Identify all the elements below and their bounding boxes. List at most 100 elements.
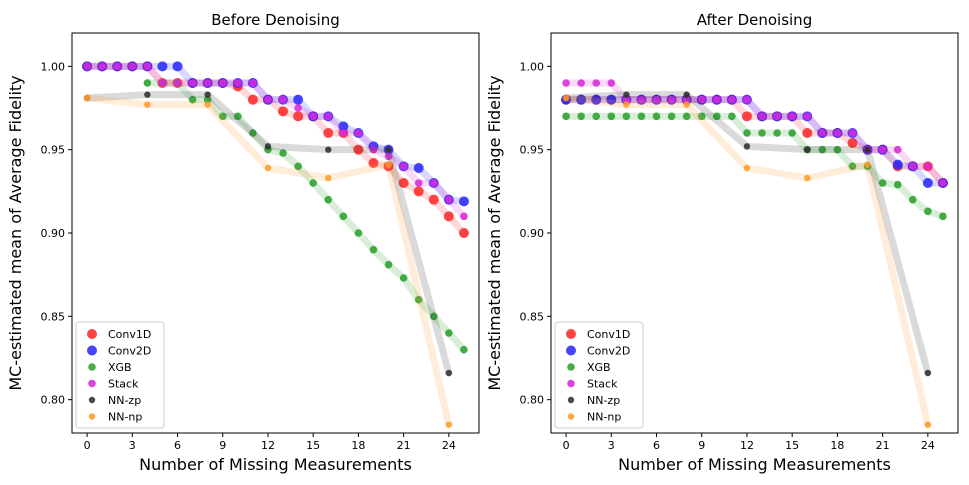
series-stack	[83, 62, 468, 221]
data-point	[667, 112, 676, 121]
legend-marker	[567, 363, 575, 371]
data-point	[607, 79, 616, 87]
x-tick-label: 0	[563, 439, 570, 452]
legend-marker	[87, 329, 97, 339]
data-point	[429, 312, 438, 321]
data-point	[804, 146, 811, 153]
legend-label: Stack	[587, 378, 618, 391]
data-point	[324, 195, 333, 204]
plot-frame	[550, 32, 959, 434]
data-point	[939, 179, 947, 187]
x-tick-label: 6	[653, 439, 660, 452]
data-point	[293, 111, 304, 122]
data-point	[623, 101, 630, 108]
data-point	[203, 95, 212, 104]
legend-label: Conv1D	[587, 328, 630, 341]
data-point	[577, 79, 585, 87]
legend-label: Conv2D	[108, 345, 151, 358]
data-point	[922, 178, 933, 188]
data-point	[83, 62, 91, 71]
data-point	[204, 91, 211, 98]
data-point	[622, 112, 631, 121]
chart-panel-2: After Denoising Number of Missing Measure…	[485, 11, 959, 474]
data-point	[128, 62, 137, 71]
legend-label: NN-np	[587, 411, 621, 424]
chart-panel-1: Before Denoising Number of Missing Measur…	[6, 11, 480, 474]
data-point	[399, 162, 408, 171]
data-point	[743, 129, 751, 137]
legend-marker	[88, 379, 96, 388]
y-tick-label: 0.90	[520, 227, 545, 240]
data-point	[804, 174, 811, 182]
legend-marker	[88, 413, 96, 420]
data-point	[384, 152, 393, 161]
y-tick-label: 0.90	[41, 227, 66, 240]
data-point	[788, 129, 796, 137]
data-point	[294, 104, 302, 112]
data-point	[713, 112, 721, 121]
data-point	[368, 158, 379, 168]
data-point	[652, 112, 661, 121]
data-point	[818, 145, 827, 154]
data-point	[939, 212, 947, 221]
x-axis-label: Number of Missing Measurements	[618, 455, 891, 474]
data-point	[144, 91, 151, 98]
data-point	[460, 345, 468, 354]
data-point	[414, 295, 423, 304]
data-point	[113, 62, 122, 71]
data-point	[369, 145, 378, 154]
data-point	[652, 95, 661, 104]
data-point	[741, 111, 752, 122]
data-point	[802, 128, 813, 138]
chart-title: Before Denoising	[211, 11, 339, 29]
series-nn-np	[562, 94, 932, 429]
y-tick-label: 0.80	[41, 394, 66, 407]
x-tick-label: 0	[84, 439, 91, 452]
data-point	[384, 260, 393, 269]
data-point	[264, 95, 272, 104]
data-point	[622, 95, 631, 104]
data-point	[728, 112, 736, 121]
data-point	[158, 79, 167, 87]
data-point	[325, 146, 332, 153]
data-point	[264, 164, 272, 172]
legend-label: XGB	[587, 361, 611, 374]
data-point	[98, 62, 106, 71]
data-point	[803, 112, 812, 121]
data-point	[204, 101, 211, 108]
data-point	[758, 129, 766, 137]
data-point	[309, 179, 317, 187]
data-point	[562, 112, 570, 121]
data-point	[878, 179, 887, 187]
data-point	[623, 91, 630, 98]
plot-frame	[71, 32, 480, 434]
y-tick-label: 0.85	[41, 310, 66, 323]
x-tick-label: 15	[785, 439, 799, 452]
data-point	[773, 112, 781, 121]
data-point	[833, 145, 842, 154]
data-point	[864, 146, 871, 153]
legend-label: NN-zp	[587, 394, 620, 407]
y-axis-label: MC-estimated mean of Average Fidelity	[485, 75, 504, 390]
data-point	[592, 112, 601, 121]
series-nn-np	[83, 94, 453, 429]
data-point	[667, 95, 676, 104]
legend-marker	[567, 413, 575, 420]
data-point	[249, 79, 257, 87]
data-point	[338, 121, 349, 132]
data-point	[443, 211, 454, 222]
data-point	[592, 79, 601, 87]
legend-label: Conv1D	[108, 328, 151, 341]
data-point	[445, 421, 453, 428]
data-point	[428, 194, 439, 205]
data-point	[83, 94, 91, 102]
legend-marker	[88, 396, 96, 404]
data-point	[353, 144, 364, 155]
data-point	[172, 61, 183, 72]
data-point	[848, 162, 857, 171]
data-point	[893, 180, 902, 189]
series-band	[83, 62, 468, 220]
data-point	[325, 174, 332, 182]
legend-marker	[567, 396, 575, 404]
